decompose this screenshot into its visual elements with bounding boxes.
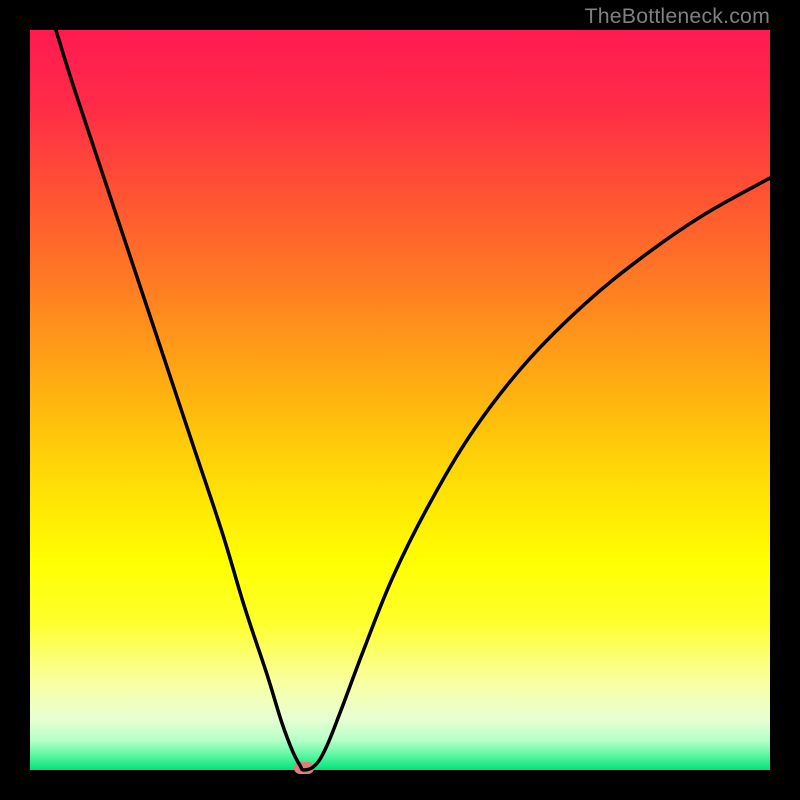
curve-path: [56, 30, 770, 770]
plot-area: [30, 30, 770, 770]
bottleneck-curve: [30, 30, 770, 770]
watermark-text: TheBottleneck.com: [585, 4, 770, 29]
chart-frame: TheBottleneck.com: [0, 0, 800, 800]
